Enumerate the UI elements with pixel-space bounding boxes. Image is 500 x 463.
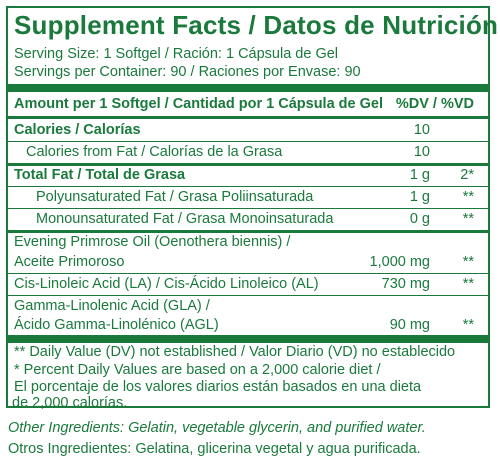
ingredient-name: Ácido Gamma-Linolénico (AGL) xyxy=(14,317,219,333)
thick-divider xyxy=(8,84,488,92)
medium-divider xyxy=(8,163,488,166)
nutrient-name: Monounsaturated Fat / Grasa Monoinsatura… xyxy=(36,211,334,227)
medium-divider xyxy=(8,230,488,233)
ingredient-dv: ** xyxy=(462,254,474,270)
ingredient-row: Cis-Linoleic Acid (LA) / Cis-Ácido Linol… xyxy=(8,274,488,295)
servings-per-container: Servings per Container: 90 / Raciones po… xyxy=(14,64,361,80)
other-ingredients-en: Other Ingredients: Gelatin, vegetable gl… xyxy=(8,420,426,436)
footnote-calories: de 2,000 calorías. xyxy=(12,395,128,411)
nutrient-name: Calories / Calorías xyxy=(14,122,141,138)
ingredient-row: Aceite Primoroso 1,000 mg ** xyxy=(8,252,488,273)
nutrient-dv: ** xyxy=(462,211,474,227)
ingredient-row: Evening Primrose Oil (Oenothera biennis)… xyxy=(8,232,488,253)
ingredient-row: Ácido Gamma-Linolénico (AGL) 90 mg ** xyxy=(8,315,488,336)
medium-divider xyxy=(8,116,488,119)
row-divider xyxy=(8,186,488,187)
supplement-facts-panel: Supplement Facts / Datos de Nutrición Se… xyxy=(6,6,498,408)
ingredient-row: Gamma-Linolenic Acid (GLA) / xyxy=(8,296,488,317)
nutrient-dv: ** xyxy=(462,189,474,205)
footnote-percent: * Percent Daily Values are based on a 2,… xyxy=(14,362,381,378)
amount-header: Amount per 1 Softgel / Cantidad por 1 Cá… xyxy=(14,96,383,112)
nutrient-name: Calories from Fat / Calorías de la Grasa xyxy=(26,144,283,160)
nutrient-row: Monounsaturated Fat / Grasa Monoinsatura… xyxy=(8,209,488,230)
ingredient-name: Cis-Linoleic Acid (LA) / Cis-Ácido Linol… xyxy=(14,276,319,292)
other-ingredients-es: Otros Ingredientes: Gelatina, glicerina … xyxy=(8,441,421,457)
ingredient-dv: ** xyxy=(462,276,474,292)
row-divider xyxy=(8,208,488,209)
ingredient-name: Gamma-Linolenic Acid (GLA) / xyxy=(14,298,210,314)
row-divider xyxy=(8,141,488,142)
nutrient-row: Calories from Fat / Calorías de la Grasa… xyxy=(8,142,488,163)
nutrient-row: Polyunsaturated Fat / Grasa Poliinsatura… xyxy=(8,187,488,208)
nutrient-amount: 10 xyxy=(413,122,430,138)
dv-header: %DV / %VD xyxy=(395,96,474,112)
ingredient-dv: ** xyxy=(462,317,474,333)
nutrient-amount: 10 xyxy=(413,144,430,160)
footnote-percent-es: El porcentaje de los valores diarios est… xyxy=(14,379,422,395)
nutrient-name: Polyunsaturated Fat / Grasa Poliinsatura… xyxy=(36,189,314,205)
nutrient-amount: 1 g xyxy=(409,189,430,205)
ingredient-name: Aceite Primoroso xyxy=(14,254,125,270)
footnote-dv: ** Daily Value (DV) not established / Va… xyxy=(14,344,456,360)
ingredient-amount: 730 mg xyxy=(381,276,430,292)
nutrient-row: Total Fat / Total de Grasa 1 g 2* xyxy=(8,165,488,186)
thick-divider xyxy=(8,335,488,343)
row-divider xyxy=(8,273,488,274)
amount-header-row: Amount per 1 Softgel / Cantidad por 1 Cá… xyxy=(8,94,488,115)
serving-size: Serving Size: 1 Softgel / Ración: 1 Cáps… xyxy=(14,46,339,62)
nutrient-dv: 2* xyxy=(460,167,474,183)
ingredient-amount: 1,000 mg xyxy=(369,254,430,270)
nutrient-name: Total Fat / Total de Grasa xyxy=(14,167,186,183)
panel-title: Supplement Facts / Datos de Nutrición xyxy=(14,10,499,40)
nutrient-amount: 0 g xyxy=(409,211,430,227)
nutrient-amount: 1 g xyxy=(409,167,430,183)
nutrient-row: Calories / Calorías 10 xyxy=(8,120,488,141)
ingredient-amount: 90 mg xyxy=(389,317,430,333)
row-divider xyxy=(8,295,488,296)
ingredient-name: Evening Primrose Oil (Oenothera biennis)… xyxy=(14,234,291,250)
